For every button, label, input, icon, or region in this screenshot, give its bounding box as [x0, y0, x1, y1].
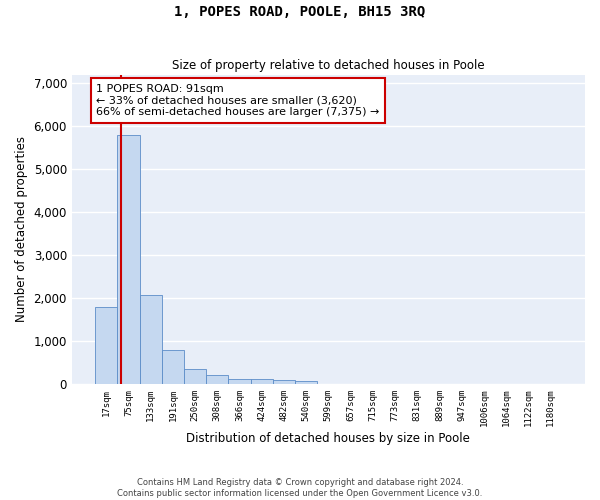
Bar — [206, 376, 229, 384]
Text: Contains HM Land Registry data © Crown copyright and database right 2024.
Contai: Contains HM Land Registry data © Crown c… — [118, 478, 482, 498]
Bar — [229, 379, 251, 384]
Bar — [118, 134, 140, 384]
Title: Size of property relative to detached houses in Poole: Size of property relative to detached ho… — [172, 59, 485, 72]
Bar — [184, 370, 206, 384]
Bar — [295, 381, 317, 384]
Y-axis label: Number of detached properties: Number of detached properties — [15, 136, 28, 322]
Bar — [273, 380, 295, 384]
Text: 1 POPES ROAD: 91sqm
← 33% of detached houses are smaller (3,620)
66% of semi-det: 1 POPES ROAD: 91sqm ← 33% of detached ho… — [96, 84, 380, 117]
Text: 1, POPES ROAD, POOLE, BH15 3RQ: 1, POPES ROAD, POOLE, BH15 3RQ — [175, 5, 425, 19]
X-axis label: Distribution of detached houses by size in Poole: Distribution of detached houses by size … — [187, 432, 470, 445]
Bar — [140, 294, 162, 384]
Bar — [251, 379, 273, 384]
Bar — [95, 308, 118, 384]
Bar — [162, 350, 184, 384]
